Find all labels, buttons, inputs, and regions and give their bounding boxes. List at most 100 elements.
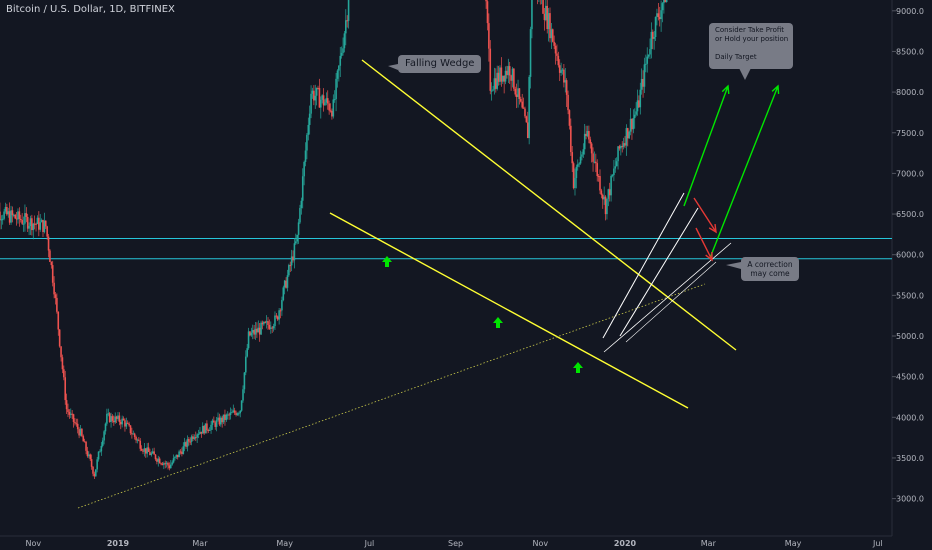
candle-body bbox=[515, 94, 518, 98]
candle-body bbox=[493, 78, 496, 90]
candle-body bbox=[318, 88, 321, 108]
candle-body bbox=[565, 80, 568, 95]
candle-body bbox=[507, 66, 510, 76]
candle-body bbox=[558, 65, 561, 73]
candle-body bbox=[54, 294, 57, 298]
price-tick-label: 4000.0 bbox=[896, 413, 924, 422]
candle-body bbox=[192, 436, 194, 439]
candle-body bbox=[321, 95, 323, 100]
candle-body bbox=[151, 451, 154, 454]
candle-body bbox=[315, 87, 318, 96]
candle-body bbox=[188, 439, 190, 442]
candle-body bbox=[172, 458, 175, 463]
candle-body bbox=[238, 413, 240, 415]
candle-body bbox=[56, 297, 58, 312]
candle-body bbox=[285, 280, 287, 288]
candle-body bbox=[171, 462, 173, 465]
candle-body bbox=[139, 440, 142, 449]
candle-body bbox=[586, 131, 589, 137]
candle-body bbox=[239, 410, 242, 414]
candle-body bbox=[254, 328, 257, 335]
price-tick-label: 3000.0 bbox=[896, 495, 924, 504]
candle-body bbox=[326, 98, 329, 104]
candle-body bbox=[229, 412, 232, 416]
candle-body bbox=[278, 310, 280, 320]
candle-body bbox=[165, 462, 168, 464]
candle-body bbox=[572, 163, 575, 189]
candle-body bbox=[514, 88, 517, 95]
candle-body bbox=[581, 154, 583, 157]
candle-body bbox=[260, 322, 262, 335]
candle-body bbox=[8, 211, 11, 223]
candle-body bbox=[58, 329, 61, 347]
candle-body bbox=[208, 429, 211, 431]
candle-body bbox=[67, 409, 69, 413]
candle-body bbox=[531, 0, 533, 30]
candle-body bbox=[110, 416, 112, 422]
candle-body bbox=[169, 464, 172, 469]
price-tick-label: 4500.0 bbox=[896, 373, 924, 382]
candle-body bbox=[178, 451, 180, 458]
target-arrow-1-head bbox=[721, 84, 730, 95]
candle-body bbox=[90, 459, 93, 467]
candle-body bbox=[26, 216, 29, 229]
candle-body bbox=[14, 214, 17, 219]
candle-body bbox=[222, 414, 225, 423]
candle-body bbox=[50, 262, 53, 266]
candle-body bbox=[664, 0, 667, 3]
candle-body bbox=[304, 150, 307, 162]
candle-body bbox=[338, 65, 340, 71]
candle-body bbox=[226, 414, 229, 416]
candle-body bbox=[503, 75, 505, 82]
candle-body bbox=[104, 423, 107, 432]
candle-body bbox=[249, 331, 251, 336]
candle-body bbox=[568, 110, 571, 126]
candle-body bbox=[608, 189, 611, 196]
candle-body bbox=[518, 88, 521, 99]
candle-body bbox=[654, 16, 657, 37]
price-tick-label: 9000.0 bbox=[896, 7, 924, 16]
candle-body bbox=[661, 3, 664, 11]
candle-body bbox=[246, 348, 248, 357]
long-term-trendline bbox=[77, 283, 706, 509]
candle-body bbox=[264, 321, 267, 323]
candle-body bbox=[547, 13, 550, 30]
candle-body bbox=[200, 431, 203, 434]
candle-body bbox=[235, 412, 237, 416]
support-bounce-arrow-3 bbox=[573, 362, 583, 373]
candle-body bbox=[211, 420, 214, 425]
candle-body bbox=[25, 213, 28, 217]
candle-body bbox=[31, 218, 33, 231]
candle-body bbox=[345, 20, 347, 34]
candle-body bbox=[214, 422, 217, 427]
candle-body bbox=[596, 163, 599, 177]
candle-body bbox=[639, 89, 642, 108]
candle-body bbox=[328, 103, 330, 111]
candle-body bbox=[11, 210, 14, 216]
candle-body bbox=[324, 102, 326, 106]
candle-body bbox=[275, 315, 278, 317]
price-tick-label: 6500.0 bbox=[896, 210, 924, 219]
candle-body bbox=[658, 17, 661, 20]
candle-body bbox=[138, 439, 140, 441]
candle-body bbox=[201, 426, 204, 434]
candle-body bbox=[111, 416, 114, 421]
candle-body bbox=[613, 168, 615, 176]
candle-body bbox=[24, 213, 26, 224]
candle-body bbox=[310, 93, 312, 114]
candle-body bbox=[582, 149, 585, 155]
candle-body bbox=[306, 134, 308, 151]
candle-body bbox=[197, 433, 200, 435]
candle-body bbox=[101, 440, 104, 446]
candle-body bbox=[504, 70, 507, 82]
candle-body bbox=[43, 220, 46, 232]
candle-body bbox=[583, 133, 586, 150]
candle-body bbox=[308, 113, 311, 125]
price-tick-label: 7000.0 bbox=[896, 169, 924, 178]
candle-body bbox=[651, 31, 654, 39]
candle-body bbox=[301, 176, 304, 201]
candle-body bbox=[579, 156, 582, 164]
candle-body bbox=[71, 413, 73, 415]
candle-body bbox=[18, 211, 21, 219]
